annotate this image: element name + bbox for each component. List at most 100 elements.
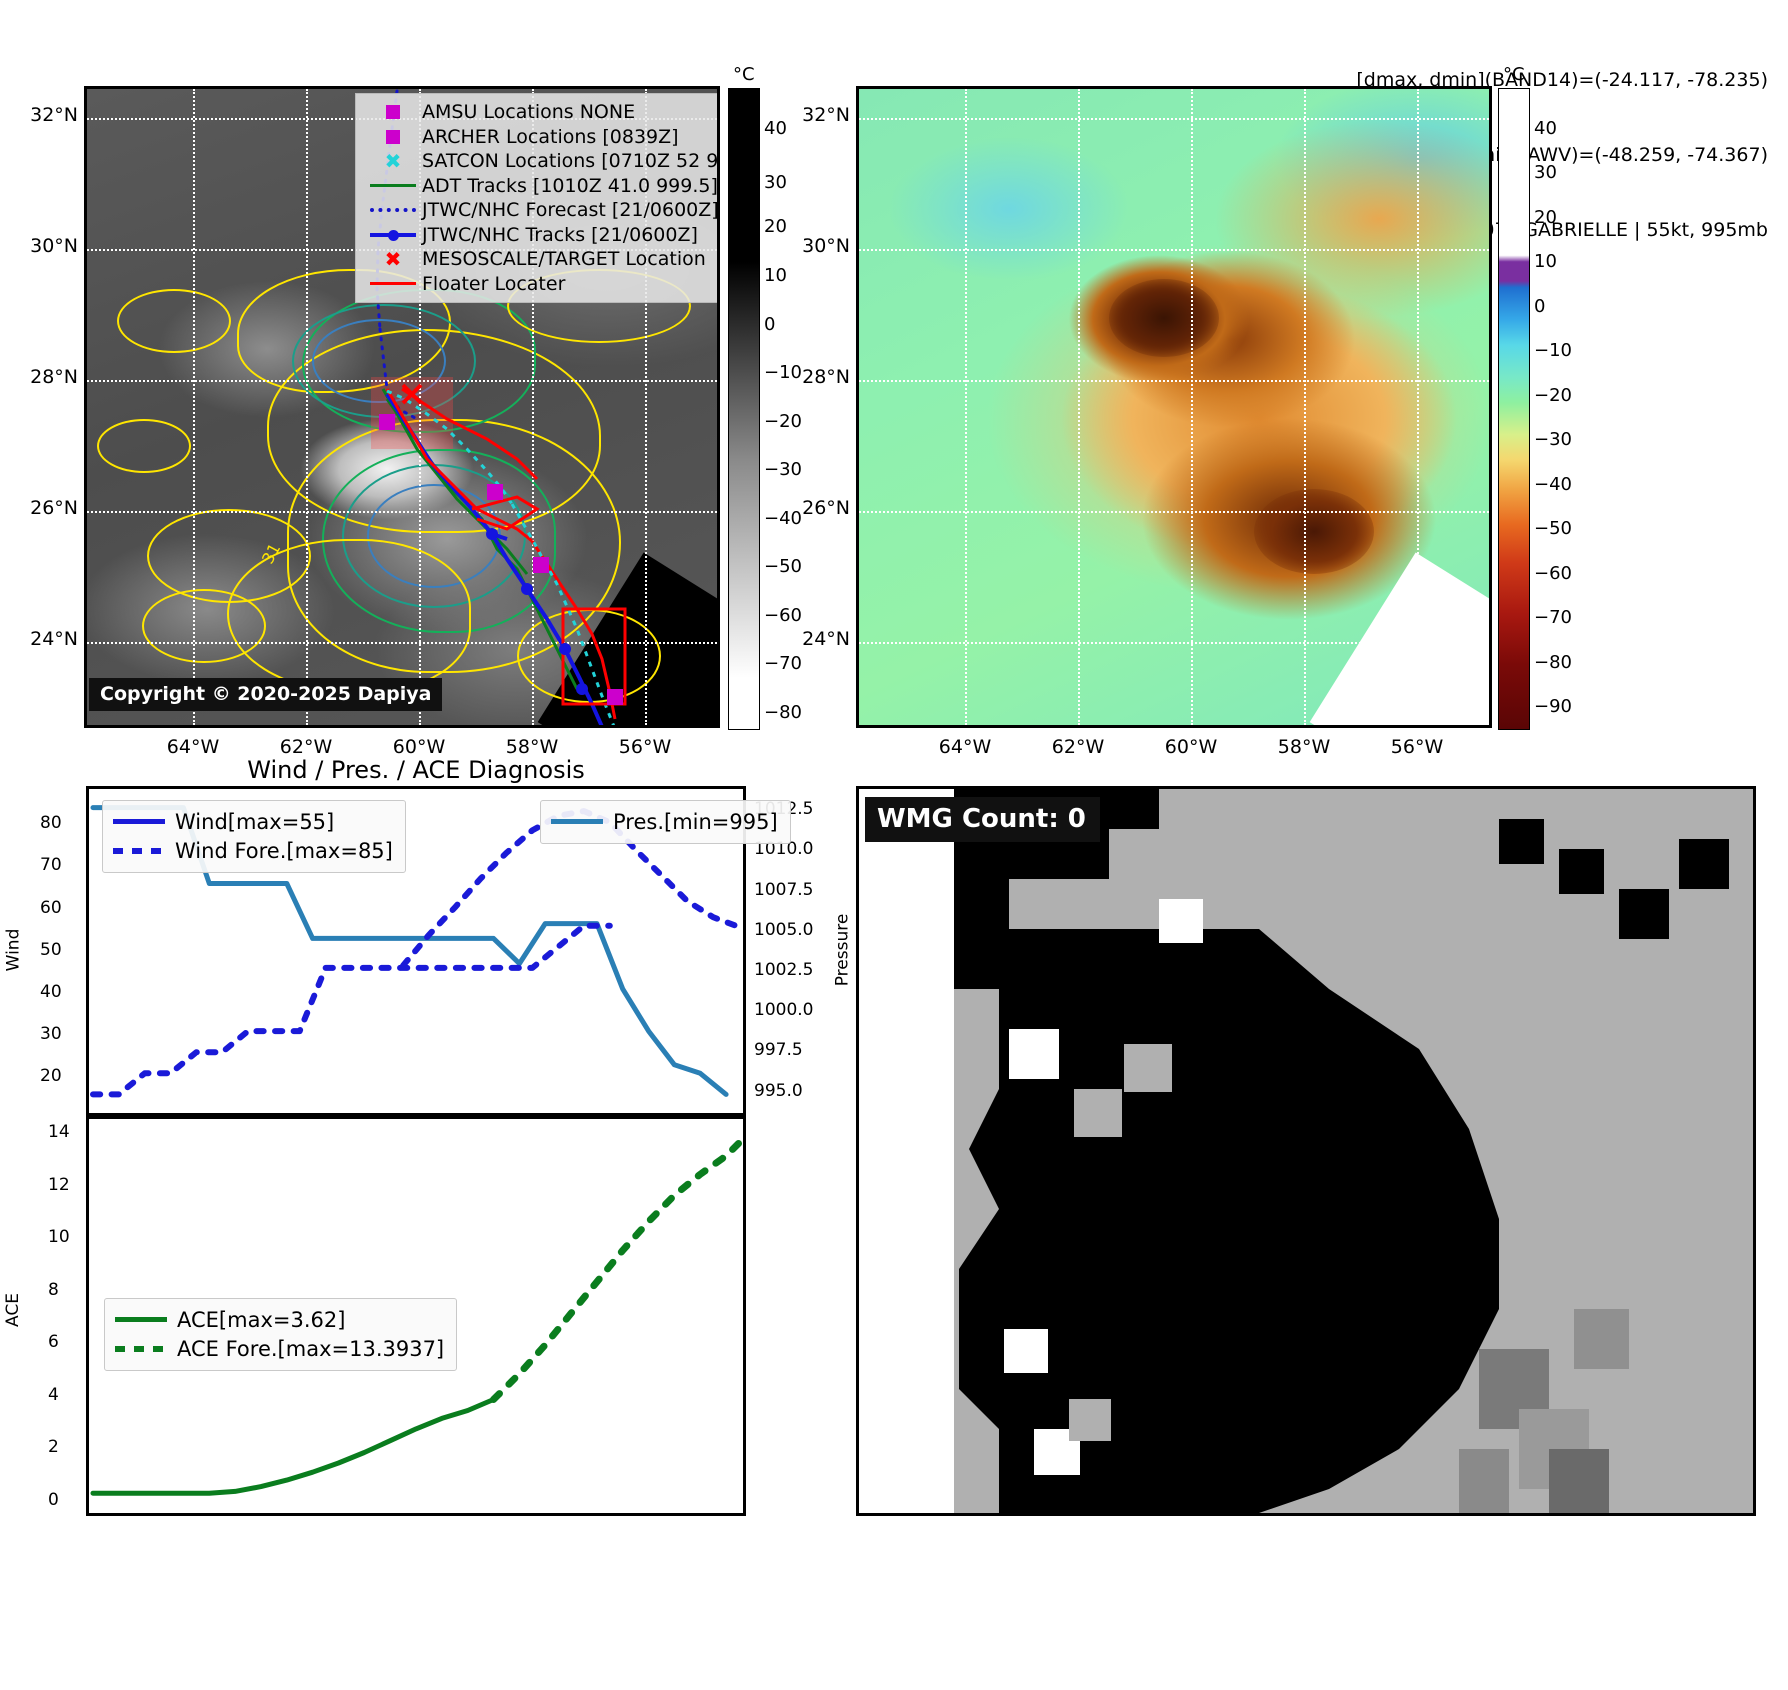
infrared-satellite-map[interactable]: 31 xyxy=(84,86,720,728)
lat-tick-label: 28°N xyxy=(802,366,850,388)
colorbar-tick: −40 xyxy=(1534,474,1572,495)
colorbar-tick: 20 xyxy=(764,216,787,237)
legend-item: ✖ MESOSCALE/TARGET Location xyxy=(364,247,717,272)
archer-location-marker xyxy=(379,414,395,430)
wind-legend: Wind[max=55] Wind Fore.[max=85] xyxy=(102,800,406,873)
floater-locater-track xyxy=(401,387,539,481)
colorbar-tick: 40 xyxy=(764,118,787,139)
legend-item: Wind Fore.[max=85] xyxy=(113,836,393,865)
colorbar-tick: −10 xyxy=(1534,340,1572,361)
floater-locater-track xyxy=(385,388,533,543)
ace-forecast-dashed-icon xyxy=(115,1345,177,1352)
colorbar-tick: −50 xyxy=(1534,518,1572,539)
colorbar-tick: −60 xyxy=(1534,563,1572,584)
jtwc-nhc-track xyxy=(490,532,604,725)
wind-forecast-dashed-icon xyxy=(113,847,175,854)
adt-track xyxy=(381,388,529,575)
grid-line-lon xyxy=(1417,89,1419,725)
archer-square-icon xyxy=(364,129,422,144)
satcon-track xyxy=(386,389,514,505)
legend-item: ARCHER Locations [0839Z] xyxy=(364,125,717,150)
track-node xyxy=(559,643,571,655)
colorbar-tick: −70 xyxy=(764,653,802,674)
colorbar-tick: −20 xyxy=(764,411,802,432)
legend-item: ✖ SATCON Locations [0710Z 52 998] xyxy=(364,149,720,174)
lon-tick-label: 60°W xyxy=(392,736,446,758)
colorbar-tick: 0 xyxy=(764,314,776,335)
lon-tick-label: 62°W xyxy=(1051,736,1105,758)
colorbar-tick: −80 xyxy=(764,702,802,723)
grid-line-lon xyxy=(1078,89,1080,725)
legend-label: AMSU Locations NONE xyxy=(422,101,636,124)
axis-tick-label: 1000.0 xyxy=(754,1000,814,1021)
band14-dmax-dmin-text: [dmax, dmin](BAND14)=(-24.117, -78.235) xyxy=(1356,69,1768,91)
axis-tick-label: 40 xyxy=(40,981,62,1002)
colorbar-tick: −90 xyxy=(1534,696,1572,717)
track-node xyxy=(486,528,498,540)
lat-tick-label: 24°N xyxy=(802,628,850,650)
track-line-dot-icon xyxy=(364,229,422,241)
axis-tick-label: 14 xyxy=(48,1122,70,1142)
adt-track xyxy=(385,398,579,690)
colorbar-tick: 40 xyxy=(1534,118,1557,139)
grid-line-lon xyxy=(1191,89,1193,725)
grid-line-lat xyxy=(859,642,1489,644)
ir-temperature-colorbar xyxy=(728,88,760,730)
lon-tick-label: 62°W xyxy=(279,736,333,758)
grid-line-lon xyxy=(419,89,421,725)
lon-tick-label: 60°W xyxy=(1164,736,1218,758)
archer-location-marker xyxy=(533,557,549,573)
legend-item: AMSU Locations NONE xyxy=(364,100,717,125)
wmg-cloud-mask-panel[interactable]: WMG Count: 0 xyxy=(856,786,1756,1516)
legend-label: JTWC/NHC Forecast [21/0600Z] xyxy=(422,199,719,222)
legend-item: ACE[max=3.62] xyxy=(115,1305,444,1334)
legend-item: JTWC/NHC Tracks [21/0600Z] xyxy=(364,223,717,248)
grid-line-lon xyxy=(193,89,195,725)
colorbar-tick: −20 xyxy=(1534,385,1572,406)
pressure-legend: Pres.[min=995] xyxy=(540,800,791,844)
lon-tick-label: 58°W xyxy=(505,736,559,758)
legend-item: Wind[max=55] xyxy=(113,807,393,836)
grid-line-lat xyxy=(87,642,717,644)
archer-location-marker xyxy=(487,484,503,500)
colorbar-tick: −60 xyxy=(764,605,802,626)
legend-label: Wind Fore.[max=85] xyxy=(175,838,393,863)
amsu-square-icon xyxy=(364,105,422,120)
floater-line-icon xyxy=(364,282,422,286)
colorbar-tick: 20 xyxy=(1534,207,1557,228)
axis-tick-label: 2 xyxy=(48,1437,59,1457)
lon-tick-label: 58°W xyxy=(1277,736,1331,758)
axis-tick-label: 12 xyxy=(48,1174,70,1195)
enhanced-ir-satellite-map[interactable] xyxy=(856,86,1492,728)
cold-cloud-core xyxy=(1254,489,1374,574)
contour-yellow xyxy=(97,419,191,473)
grid-line-lon xyxy=(965,89,967,725)
legend-item: Floater Locater xyxy=(364,272,717,297)
legend-label: Wind[max=55] xyxy=(175,809,335,834)
ace-legend: ACE[max=3.62] ACE Fore.[max=13.3937] xyxy=(104,1298,458,1371)
mesoscale-x-icon: ✖ xyxy=(384,247,402,272)
ace-plot-area xyxy=(90,1139,743,1496)
grid-line-lon xyxy=(645,89,647,725)
grid-line-lat xyxy=(87,380,717,382)
legend-label: SATCON Locations [0710Z 52 998] xyxy=(422,150,720,173)
lat-tick-label: 30°N xyxy=(30,235,78,257)
legend-label: Pres.[min=995] xyxy=(613,809,778,834)
archer-location-marker xyxy=(607,689,623,705)
axis-tick-label: 4 xyxy=(48,1384,59,1405)
axis-tick-label: 997.5 xyxy=(754,1040,803,1061)
lon-tick-label: 56°W xyxy=(1390,736,1444,758)
satcon-x-icon: ✖ xyxy=(384,149,402,174)
axis-tick-label: 8 xyxy=(48,1279,59,1300)
lat-tick-label: 24°N xyxy=(30,628,78,650)
lat-tick-label: 32°N xyxy=(30,104,78,126)
ace-axis-title: ACE xyxy=(2,1293,23,1327)
axis-tick-label: 1007.5 xyxy=(754,879,814,900)
colorbar-unit-label: °C xyxy=(733,64,755,85)
colorbar-unit-label: °C xyxy=(1503,64,1525,85)
axis-tick-label: 1005.0 xyxy=(754,919,814,940)
enhanced-ir-colorbar xyxy=(1498,88,1530,730)
pressure-axis-title: Pressure xyxy=(832,913,853,987)
mesoscale-target-marker xyxy=(401,383,423,405)
colorbar-tick: 10 xyxy=(764,265,787,286)
